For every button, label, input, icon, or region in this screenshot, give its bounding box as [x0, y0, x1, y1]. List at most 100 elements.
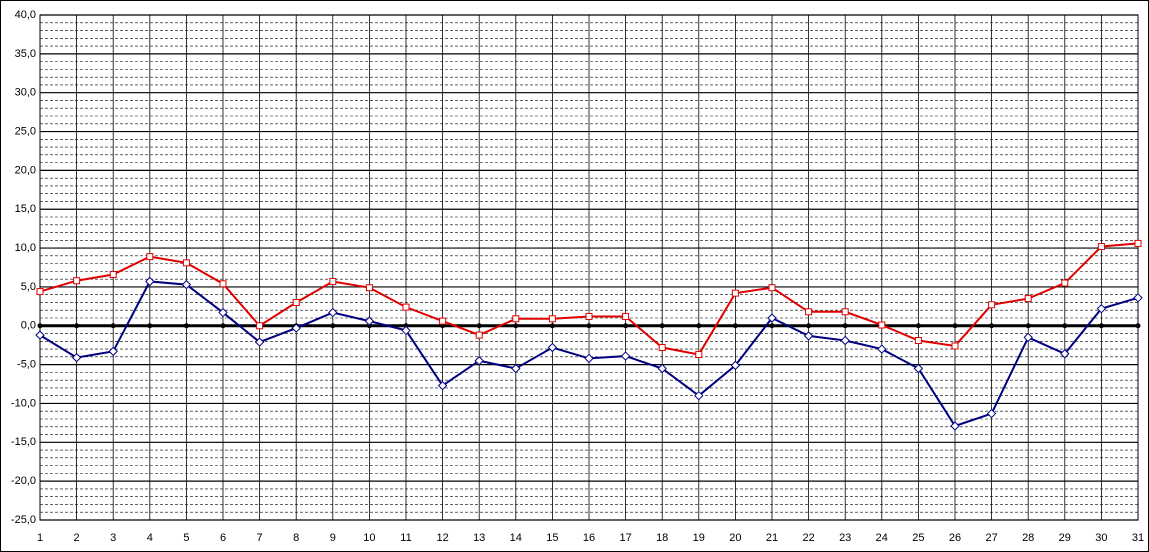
marker [146, 253, 154, 261]
axis-dot [915, 323, 921, 329]
x-tick-label: 4 [147, 532, 153, 544]
y-tick-label: 15,0 [15, 203, 36, 215]
marker [730, 360, 741, 371]
marker [218, 307, 228, 318]
axis-dot [952, 323, 958, 329]
marker [475, 331, 483, 339]
x-tick-label: 3 [110, 532, 116, 544]
x-tick-label: 15 [546, 532, 558, 544]
marker [1133, 293, 1143, 303]
marker [219, 280, 227, 288]
axis-dot [989, 323, 995, 329]
y-tick-label: 20,0 [15, 164, 36, 176]
marker [913, 363, 924, 374]
x-tick-label: 26 [949, 532, 961, 544]
marker [145, 276, 155, 287]
x-tick-label: 9 [330, 532, 336, 544]
marker [731, 289, 739, 297]
x-tick-label: 20 [729, 532, 741, 544]
axis-dot [586, 323, 592, 329]
x-tick-label: 22 [802, 532, 814, 544]
axis-dot [476, 323, 482, 329]
y-tick-label: -25,0 [11, 514, 36, 526]
axis-dot [806, 323, 812, 329]
x-tick-label: 7 [257, 532, 263, 544]
axis-dot [1098, 323, 1104, 329]
marker [36, 288, 44, 296]
axis-dot [732, 323, 738, 329]
x-tick-label: 24 [876, 532, 888, 544]
marker [108, 346, 118, 357]
marker [181, 279, 192, 290]
y-tick-label: 25,0 [15, 125, 36, 137]
axis-dot [183, 323, 189, 329]
marker [109, 270, 117, 278]
axis-dot [842, 323, 848, 329]
axis-dot [74, 323, 80, 329]
marker [803, 331, 814, 341]
y-tick-label: -10,0 [11, 397, 36, 409]
axis-dot [220, 323, 226, 329]
marker [950, 421, 960, 431]
marker [292, 298, 300, 306]
x-tick-label: 16 [583, 532, 595, 544]
marker [437, 380, 448, 391]
marker [1024, 295, 1032, 303]
marker [951, 342, 959, 350]
y-tick-label: 5,0 [21, 281, 36, 293]
axis-dot [1135, 323, 1141, 329]
x-tick-label: 2 [74, 532, 80, 544]
x-tick-label: 21 [766, 532, 778, 544]
marker [548, 315, 556, 323]
marker [620, 351, 631, 361]
marker [73, 277, 81, 285]
marker [914, 337, 922, 345]
marker [840, 335, 850, 346]
marker [878, 321, 886, 329]
x-tick-label: 8 [293, 532, 299, 544]
marker [35, 330, 45, 340]
y-tick-label: 10,0 [15, 242, 36, 254]
marker [1096, 303, 1107, 314]
marker [256, 322, 264, 330]
x-tick-label: 12 [436, 532, 448, 544]
marker [547, 342, 558, 353]
x-tick-label: 19 [693, 532, 705, 544]
y-tick-label: 0,0 [21, 320, 36, 332]
marker [658, 344, 666, 352]
axis-dot [1025, 323, 1031, 329]
x-tick-label: 25 [912, 532, 924, 544]
x-tick-label: 10 [363, 532, 375, 544]
x-tick-label: 17 [619, 532, 631, 544]
marker [291, 323, 301, 333]
marker [584, 353, 594, 364]
axis-dot [696, 323, 702, 329]
x-tick-label: 27 [985, 532, 997, 544]
marker [364, 316, 375, 326]
x-tick-label: 1 [37, 532, 43, 544]
marker [767, 313, 777, 323]
x-tick-label: 18 [656, 532, 668, 544]
axis-dot [110, 323, 116, 329]
marker [71, 352, 82, 363]
y-tick-label: 30,0 [15, 87, 36, 99]
marker [877, 344, 887, 354]
marker [512, 315, 520, 323]
x-tick-label: 30 [1095, 532, 1107, 544]
x-tick-label: 23 [839, 532, 851, 544]
marker [1061, 279, 1069, 287]
marker [474, 356, 484, 366]
marker [402, 303, 410, 311]
y-tick-label: 35,0 [15, 48, 36, 60]
marker [768, 284, 776, 292]
y-tick-label: -15,0 [11, 436, 36, 448]
marker [254, 337, 265, 347]
x-tick-label: 6 [220, 532, 226, 544]
marker [1060, 349, 1070, 359]
x-tick-label: 28 [1022, 532, 1034, 544]
marker [695, 351, 703, 359]
x-tick-label: 13 [473, 532, 485, 544]
axis-dot [549, 323, 555, 329]
marker [657, 363, 667, 374]
